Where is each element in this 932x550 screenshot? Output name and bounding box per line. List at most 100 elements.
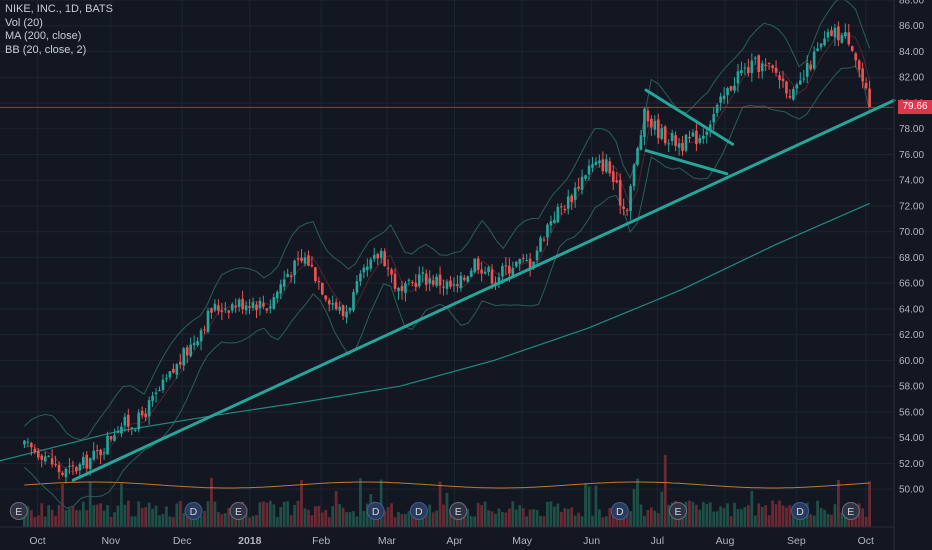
legend-bollinger-bands[interactable]: BB (20, close, 2) — [5, 43, 87, 56]
candle-body — [861, 68, 864, 82]
candle-body — [767, 62, 771, 64]
candle-body — [563, 208, 567, 210]
candle-body — [75, 467, 78, 472]
candle-body — [196, 341, 199, 346]
volume-bar — [417, 516, 421, 527]
volume-bar — [442, 504, 445, 527]
candle-body — [379, 250, 383, 259]
volume-bar — [691, 501, 695, 527]
candle-body — [133, 429, 137, 431]
volume-bar — [667, 504, 671, 527]
candle-body — [123, 416, 127, 426]
volume-bar — [473, 516, 477, 527]
volume-bar — [307, 509, 310, 527]
volume-bar — [660, 491, 664, 527]
volume-bar — [126, 500, 130, 527]
volume-bar — [85, 510, 89, 527]
volume-bar — [407, 511, 411, 527]
candle-body — [140, 410, 144, 416]
candle-body — [317, 281, 321, 283]
candle-body — [95, 450, 99, 452]
y-tick-label: 54.00 — [899, 433, 924, 444]
candle-body — [553, 219, 556, 224]
volume-bar — [701, 501, 705, 527]
candle-body — [518, 259, 522, 264]
volume-bar — [300, 479, 303, 527]
volume-bar — [781, 505, 785, 527]
candle-body — [660, 128, 664, 139]
marker-label: E — [15, 506, 22, 518]
candle-body — [494, 282, 497, 284]
legend-moving-average[interactable]: MA (200, close) — [5, 30, 82, 42]
earnings-marker: E — [449, 502, 468, 520]
volume-bar — [428, 504, 432, 527]
volume-bar — [331, 506, 335, 527]
candle-body — [407, 279, 411, 281]
volume-bar — [750, 490, 754, 527]
volume-bar — [178, 500, 182, 527]
trend-lines — [71, 88, 896, 482]
candle-body — [424, 273, 428, 285]
main-support-trendline — [71, 98, 896, 482]
volume-bar — [199, 515, 203, 527]
volume-bar — [868, 481, 871, 527]
volume-bar — [611, 515, 615, 527]
volume-bar — [182, 513, 186, 527]
volume-bar — [719, 506, 723, 527]
y-tick-label: 58.00 — [899, 382, 924, 393]
candle-body — [594, 161, 598, 165]
volume-bar — [864, 516, 868, 527]
candle-body — [598, 160, 601, 164]
candle-body — [733, 85, 736, 91]
legend-symbol[interactable]: NIKE, INC., 1D, BATS — [5, 3, 113, 15]
marker-label: E — [675, 506, 682, 518]
candle-body — [300, 257, 303, 261]
candle-body — [158, 389, 161, 392]
candle-body — [71, 465, 75, 467]
y-tick-label: 56.00 — [899, 407, 924, 418]
candle-body — [864, 82, 868, 89]
volume-bar — [646, 509, 650, 527]
volume-bar — [410, 511, 414, 527]
candle-body — [386, 267, 390, 269]
volume-bar — [185, 508, 189, 527]
candle-body — [521, 257, 525, 259]
volume-bar — [542, 516, 546, 527]
volume-bar — [663, 454, 667, 527]
candle-body — [47, 455, 50, 457]
candle-body — [320, 282, 324, 295]
candle-body — [528, 258, 532, 268]
candle-body — [760, 63, 764, 72]
y-tick-label: 82.00 — [899, 73, 924, 84]
volume-bar — [767, 515, 771, 527]
candle-body — [584, 175, 587, 179]
y-tick-label: 78.00 — [899, 124, 924, 135]
candle-body — [241, 298, 244, 310]
volume-bar — [677, 514, 681, 527]
volume-bar — [778, 500, 781, 527]
volume-bar — [397, 511, 400, 527]
candle-body — [854, 53, 858, 61]
volume-bar — [525, 516, 529, 527]
volume-bar — [812, 515, 816, 527]
volume-bar — [54, 516, 57, 527]
volume-bar — [348, 511, 352, 527]
dividend-marker: D — [791, 502, 810, 520]
y-tick-label: 64.00 — [899, 304, 924, 315]
legend-volume[interactable]: Vol (20) — [5, 16, 43, 29]
volume-bar — [310, 515, 314, 527]
candle-body — [88, 458, 92, 469]
volume-bar — [244, 508, 248, 527]
candle-body — [54, 463, 57, 465]
volume-bar — [490, 511, 494, 527]
volume-bar — [74, 510, 78, 527]
candle-body — [795, 84, 799, 89]
marker-circle — [791, 502, 810, 520]
volume-bar — [594, 485, 598, 527]
candle-body — [23, 440, 26, 445]
volume-bar — [507, 508, 511, 527]
volume-bar — [857, 503, 861, 527]
